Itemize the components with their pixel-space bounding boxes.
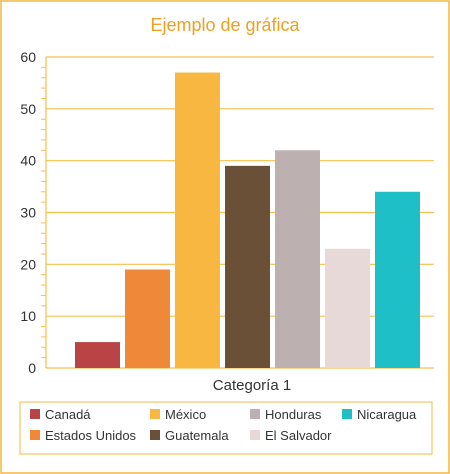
legend-swatch (342, 409, 352, 419)
legend-swatch (250, 430, 260, 440)
bar-honduras (275, 150, 320, 368)
legend-label: Nicaragua (357, 407, 417, 422)
minor-ticks (41, 66, 46, 359)
legend-swatch (150, 409, 160, 419)
bar-el-salvador (325, 248, 370, 368)
y-axis: 0 10 20 30 40 50 60 (20, 49, 47, 376)
y-tick-label: 0 (28, 360, 36, 376)
bar-canadá (75, 342, 120, 368)
legend: Canadá México Honduras Nicaragua Estados Uni… (30, 407, 417, 443)
x-category-label: Categoría 1 (213, 377, 291, 394)
legend-label: Canadá (45, 407, 91, 422)
legend-item: Nicaragua (342, 407, 417, 422)
legend-swatch (30, 430, 40, 440)
chart-title: Ejemplo de gráfica (150, 15, 300, 35)
legend-item: El Salvador (250, 428, 332, 443)
y-tick-label: 20 (20, 256, 36, 272)
bar-estados-unidos (125, 269, 170, 368)
bar-guatemala (225, 165, 270, 368)
bars (75, 72, 420, 369)
legend-label: México (165, 407, 206, 422)
y-tick-label: 40 (20, 153, 36, 169)
legend-item: Guatemala (150, 428, 229, 443)
y-tick-label: 10 (20, 308, 36, 324)
legend-label: Estados Unidos (45, 428, 137, 443)
legend-item: México (150, 407, 206, 422)
legend-item: Estados Unidos (30, 428, 137, 443)
bar-méxico (175, 72, 220, 369)
y-tick-label: 60 (20, 49, 36, 65)
y-tick-label: 50 (20, 101, 36, 117)
legend-swatch (30, 409, 40, 419)
bar-nicaragua (375, 191, 420, 368)
legend-swatch (150, 430, 160, 440)
legend-label: Honduras (265, 407, 322, 422)
legend-item: Canadá (30, 407, 91, 422)
y-tick-label: 30 (20, 205, 36, 221)
legend-item: Honduras (250, 407, 322, 422)
legend-swatch (250, 409, 260, 419)
legend-label: Guatemala (165, 428, 229, 443)
legend-label: El Salvador (265, 428, 332, 443)
legend-box (19, 401, 433, 455)
